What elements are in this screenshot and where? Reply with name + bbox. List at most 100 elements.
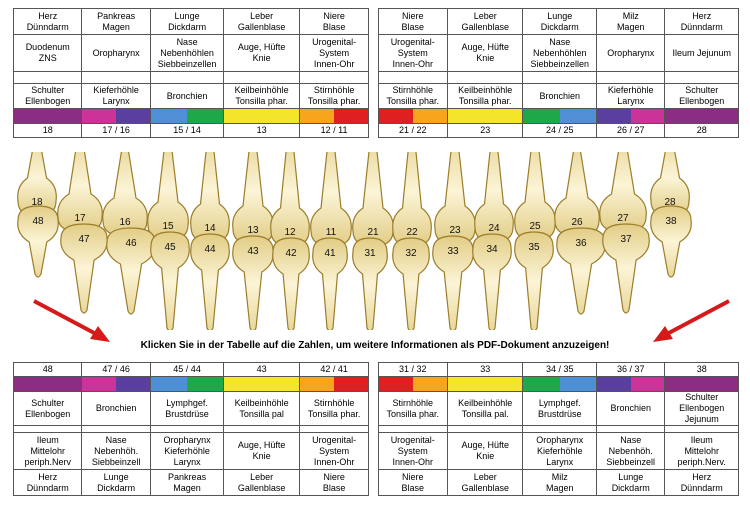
organ-line: Oropharynx bbox=[607, 47, 655, 58]
tooth-shape bbox=[472, 233, 512, 332]
organ-line: Innen-Ohr bbox=[392, 58, 433, 69]
organ-line: Dickdarm bbox=[540, 21, 579, 32]
tooth-number-label: 23 bbox=[449, 225, 461, 236]
color-bar-cell bbox=[223, 376, 300, 392]
color-segment bbox=[448, 377, 522, 391]
tooth-35: 35 bbox=[514, 231, 554, 332]
teeth-illustration: 18 17 16 15 14 13 12 11 21 22 23 24 25 26 27 28 48 47 46 4… bbox=[3, 138, 740, 332]
tooth-12: 12 bbox=[270, 138, 310, 247]
tooth-number-link[interactable]: 13 bbox=[223, 123, 300, 138]
top-organs2-row: Duodenum ZNS Oropharynx Nase Nebenhöhlen Sieb… bbox=[12, 34, 739, 72]
blank-cell bbox=[522, 425, 597, 433]
organ-line: Auge, Hüfte bbox=[237, 440, 286, 450]
organ-cell: Auge, Hüfte Knie bbox=[446, 34, 524, 72]
tooth-number-link[interactable]: 17 / 16 bbox=[81, 123, 151, 138]
gap-cell bbox=[368, 391, 378, 426]
organ-cell: Leber Gallenblase bbox=[223, 469, 300, 496]
organ-cell: Niere Blase bbox=[298, 469, 370, 496]
color-bar-cell bbox=[522, 376, 597, 392]
tooth-number-link[interactable]: 43 bbox=[223, 362, 300, 377]
organ-cell: Herz Dünndarm bbox=[664, 469, 739, 496]
tooth-41: 41 bbox=[312, 237, 348, 332]
organ-line: Tonsilla phar. bbox=[386, 96, 439, 106]
organ-cell: Stirnhöhle Tonsilla phar. bbox=[298, 83, 370, 109]
tooth-number-link[interactable]: 38 bbox=[664, 362, 739, 377]
organ-cell: Lymphgef. Brustdrüse bbox=[522, 391, 597, 426]
tooth-number-link[interactable]: 47 / 46 bbox=[81, 362, 151, 377]
organ-line: Kieferhöhle bbox=[536, 445, 583, 456]
organ-line: Herz bbox=[692, 471, 712, 482]
organ-line: Ileum Jejunum bbox=[672, 47, 731, 58]
tooth-number-link[interactable]: 34 / 35 bbox=[522, 362, 597, 377]
color-segment bbox=[630, 377, 664, 391]
organ-line: Magen bbox=[102, 21, 130, 32]
tooth-number-link[interactable]: 31 / 32 bbox=[377, 362, 448, 377]
tooth-number-link[interactable]: 26 / 27 bbox=[595, 123, 666, 138]
tooth-33: 33 bbox=[432, 235, 474, 332]
color-segment bbox=[300, 109, 335, 123]
tooth-number-link[interactable]: 42 / 41 bbox=[298, 362, 370, 377]
blank-cell bbox=[377, 425, 448, 433]
organ-cell: Pankreas Magen bbox=[149, 469, 225, 496]
organ-line: Urogenital- bbox=[390, 434, 435, 445]
tooth-number-link[interactable]: 21 / 22 bbox=[377, 123, 448, 138]
left-arrow-icon bbox=[33, 299, 110, 342]
tooth-number-link[interactable]: 12 / 11 bbox=[298, 123, 370, 138]
tooth-number-label: 45 bbox=[164, 242, 176, 253]
tooth-number-link[interactable]: 23 bbox=[446, 123, 524, 138]
tooth-47: 47 bbox=[60, 223, 108, 314]
organ-cell: Lunge Dickdarm bbox=[149, 8, 225, 35]
organ-cell: Nase Nebenhöhlen Siebbeinzellen bbox=[149, 34, 225, 72]
organ-line: Oropharynx bbox=[536, 434, 584, 445]
tooth-number-link[interactable]: 45 / 44 bbox=[149, 362, 225, 377]
tooth-number-link[interactable]: 36 / 37 bbox=[595, 362, 666, 377]
organ-line: Brustdrüse bbox=[165, 408, 209, 419]
color-segment bbox=[559, 109, 596, 123]
blank-cell bbox=[595, 71, 666, 84]
gap-cell bbox=[368, 83, 378, 109]
tooth-number-label: 12 bbox=[284, 227, 296, 238]
tooth-number-link[interactable]: 28 bbox=[664, 123, 739, 138]
tooth-number-link[interactable]: 18 bbox=[12, 123, 83, 138]
color-segment bbox=[116, 109, 150, 123]
tooth-number-label: 21 bbox=[367, 227, 379, 238]
tooth-number-link[interactable]: 33 bbox=[446, 362, 524, 377]
organ-line: Oropharynx bbox=[163, 434, 211, 445]
organ-line: Ellenbogen bbox=[679, 96, 725, 106]
tooth-number-link[interactable]: 48 bbox=[12, 362, 83, 377]
tooth-shape bbox=[352, 237, 388, 332]
blank-cell bbox=[149, 425, 225, 433]
organ-cell: Ileum Jejunum bbox=[664, 34, 739, 72]
bottom-spacer-row bbox=[12, 425, 739, 433]
blank-cell bbox=[81, 425, 151, 433]
organ-line: Tonsilla pal bbox=[239, 408, 284, 419]
organ-line: Ellenbogen bbox=[25, 96, 71, 106]
organ-cell: Niere Blase bbox=[298, 8, 370, 35]
organ-line: Keilbeinhöhle bbox=[234, 397, 289, 408]
tooth-number-link[interactable]: 24 / 25 bbox=[522, 123, 597, 138]
blank-cell bbox=[377, 71, 448, 84]
tooth-number-link[interactable]: 15 / 14 bbox=[149, 123, 225, 138]
organ-cell: Leber Gallenblase bbox=[446, 8, 524, 35]
color-segment bbox=[379, 109, 413, 123]
bottom-organs2-row: Ileum Mittelohr periph.Nerv Nase Nebenhöh. Si… bbox=[12, 432, 739, 470]
gap-cell bbox=[368, 376, 378, 392]
tooth-16: 16 bbox=[102, 144, 148, 237]
organ-line: Larynx bbox=[617, 96, 645, 106]
tooth-shape bbox=[106, 227, 156, 315]
organ-cell: Leber Gallenblase bbox=[223, 8, 300, 35]
tooth-shape bbox=[514, 231, 554, 332]
organ-line: Innen-Ohr bbox=[313, 58, 355, 69]
organ-line: Siebbeinzellen bbox=[157, 58, 217, 69]
organ-line: Gallenblase bbox=[237, 21, 286, 32]
organ-line: Milz bbox=[551, 471, 568, 482]
tooth-number-label: 16 bbox=[119, 217, 131, 228]
color-bar-cell bbox=[149, 376, 225, 392]
tooth-36: 36 bbox=[556, 227, 606, 315]
color-bar-cell bbox=[149, 108, 225, 124]
tooth-32: 32 bbox=[392, 237, 430, 332]
right-arrow-icon bbox=[653, 299, 730, 342]
color-segment bbox=[630, 109, 664, 123]
organ-line: Ellenbogen bbox=[679, 403, 725, 413]
tooth-shape bbox=[60, 223, 108, 314]
